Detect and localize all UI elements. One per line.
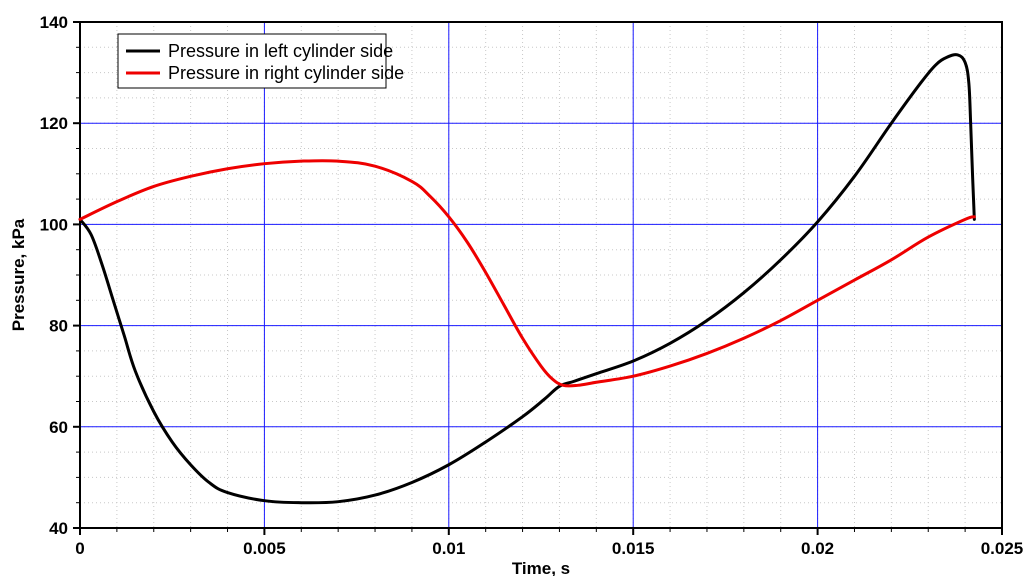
y-tick-label: 100	[40, 215, 68, 234]
legend: Pressure in left cylinder sidePressure i…	[118, 34, 404, 88]
x-tick-label: 0.02	[801, 539, 834, 558]
pressure-chart: 0 0.005 0.01 0.015 0.02 0.025 40 60 80 100 120 140 T…	[0, 0, 1024, 576]
y-tick-label: 80	[49, 317, 68, 336]
x-tick-label: 0.01	[432, 539, 465, 558]
y-tick-label: 40	[49, 519, 68, 538]
x-tick-label: 0.005	[243, 539, 286, 558]
x-tick-label: 0.015	[612, 539, 655, 558]
x-tick-label: 0	[75, 539, 84, 558]
legend-label: Pressure in right cylinder side	[168, 63, 404, 83]
y-axis-title: Pressure, kPa	[9, 218, 28, 331]
y-tick-label: 60	[49, 418, 68, 437]
legend-label: Pressure in left cylinder side	[168, 41, 393, 61]
x-axis-title: Time, s	[512, 559, 570, 576]
chart-container: 0 0.005 0.01 0.015 0.02 0.025 40 60 80 100 120 140 T…	[0, 0, 1024, 576]
x-tick-label: 0.025	[981, 539, 1024, 558]
y-tick-label: 120	[40, 114, 68, 133]
y-tick-label: 140	[40, 13, 68, 32]
